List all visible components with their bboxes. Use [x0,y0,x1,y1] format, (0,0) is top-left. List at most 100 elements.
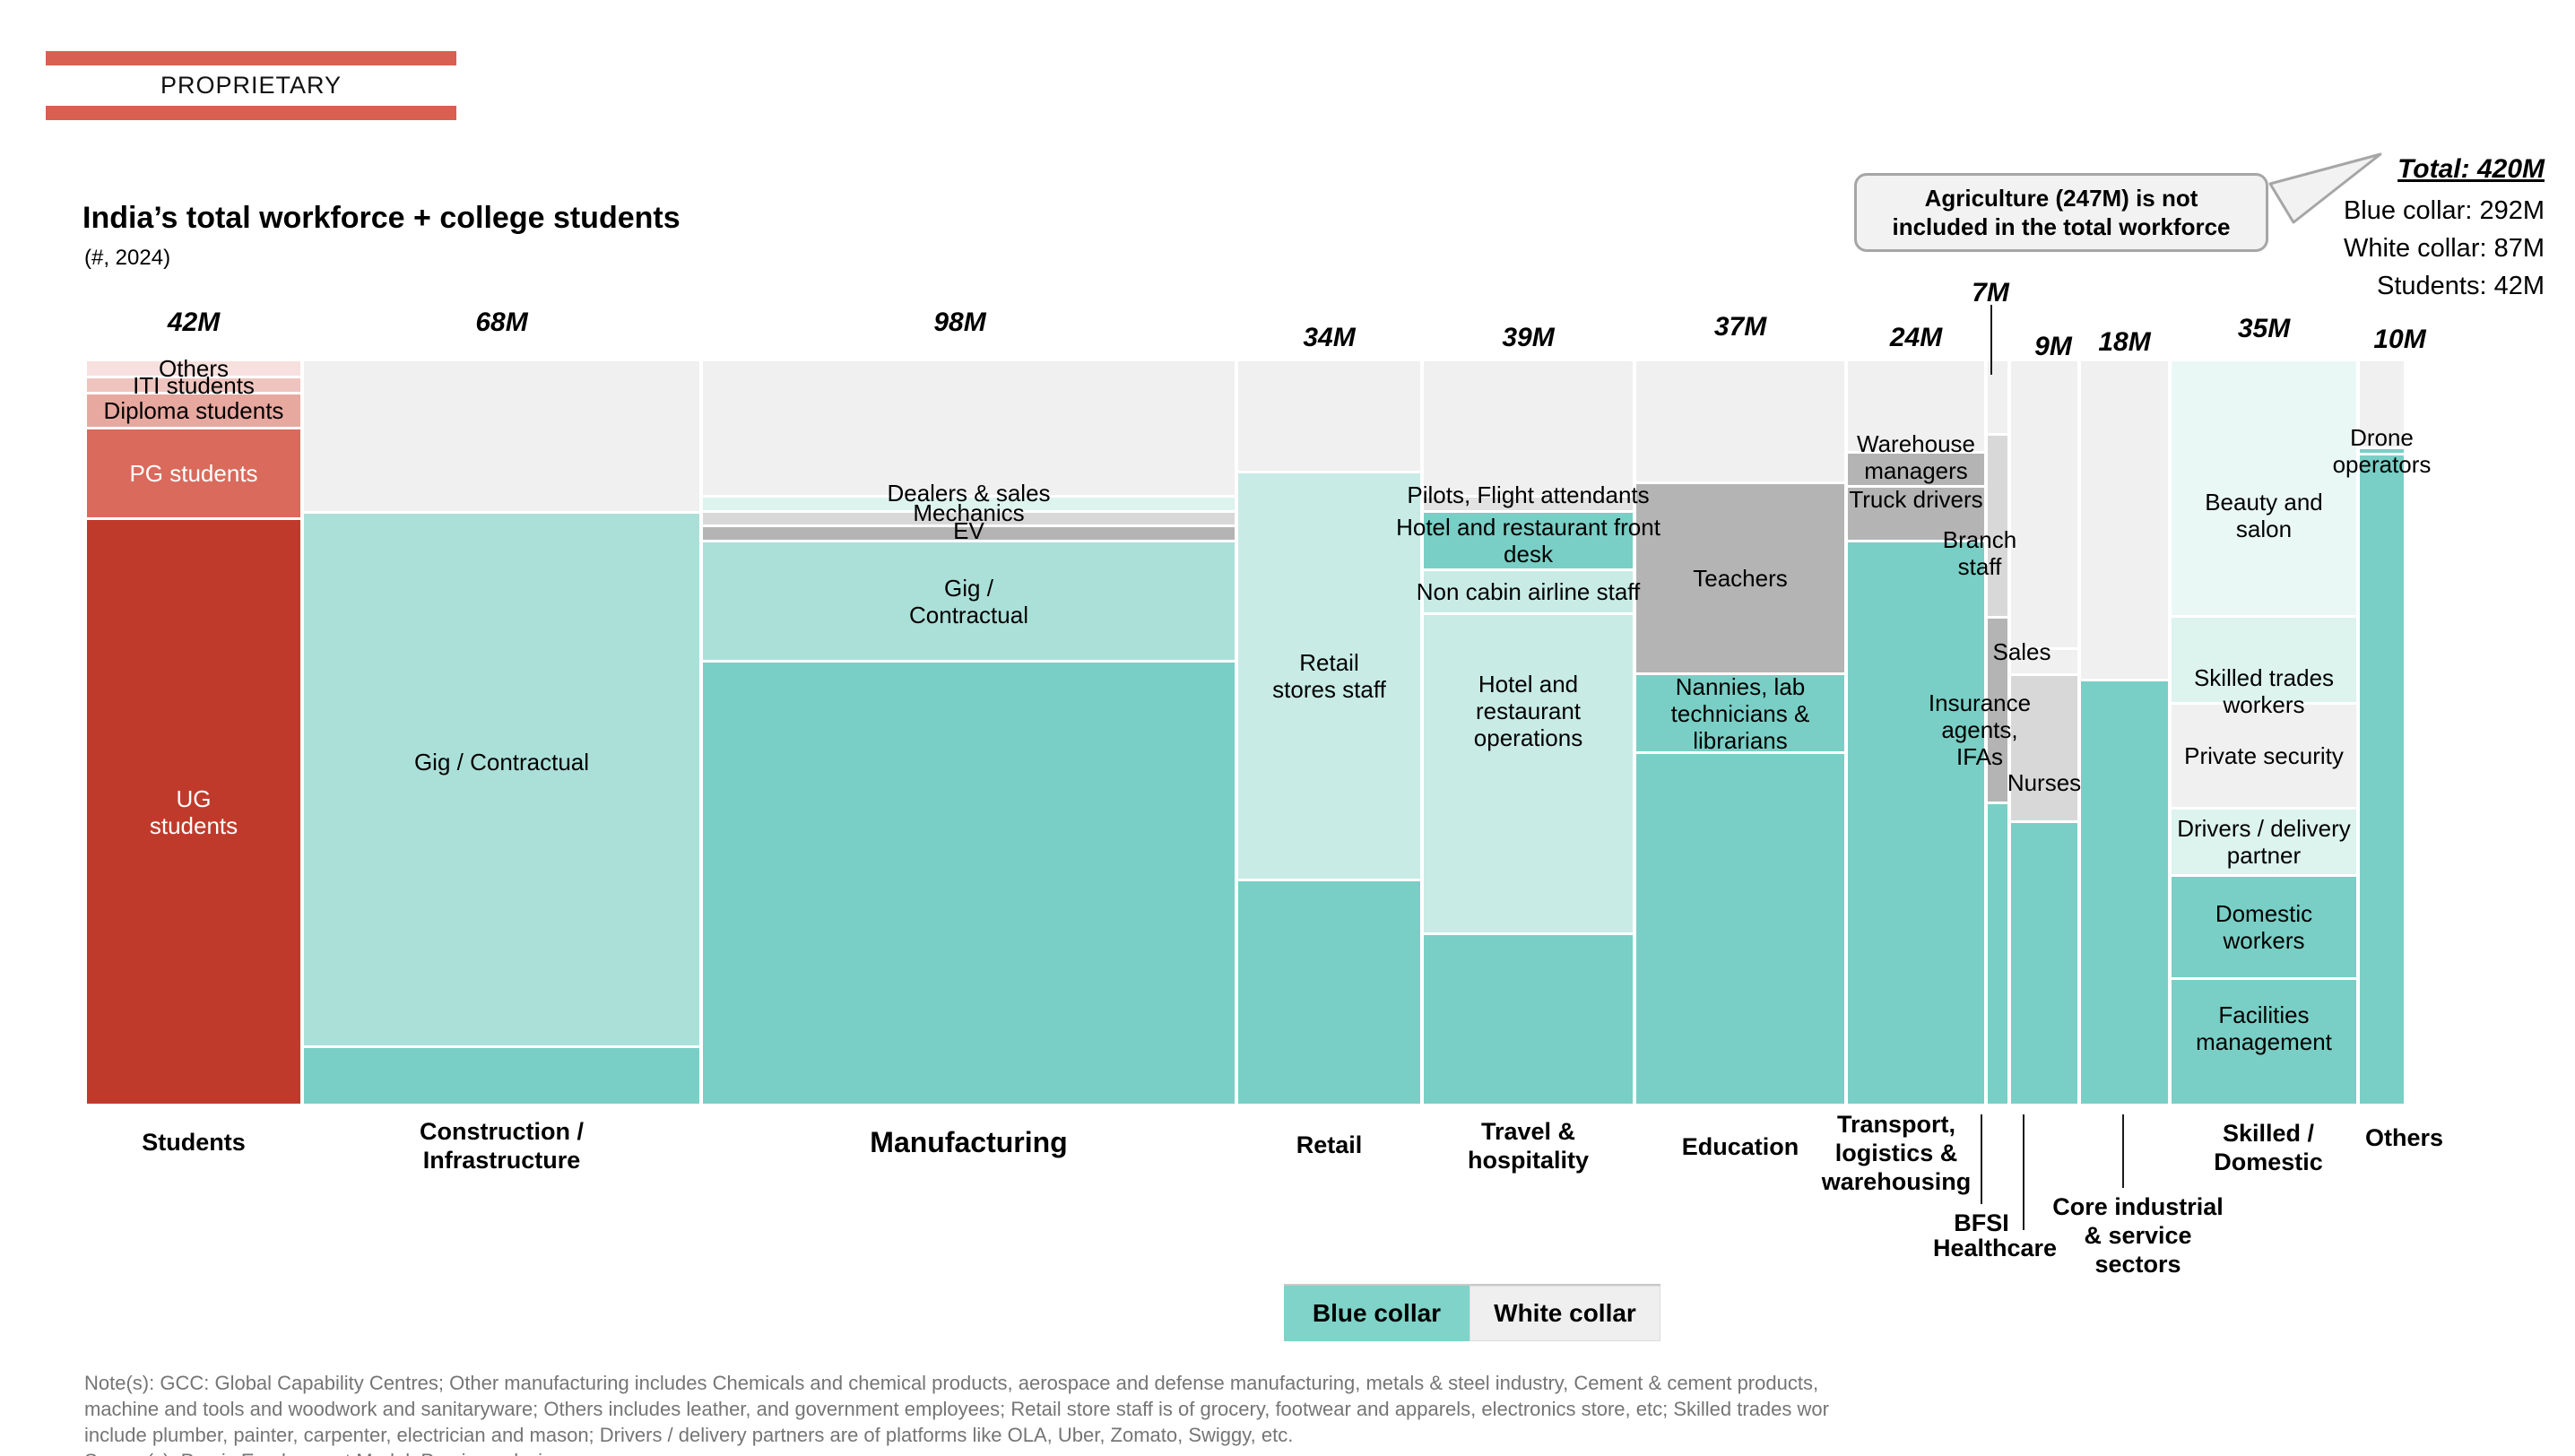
axis-label-students: Students [142,1129,246,1156]
mekko-segment-travel-non-cabin-airline-staff: Non cabin airline staff [1417,568,1640,612]
segment-label: Nannies, lab technicians & librarians [1670,672,1810,754]
segment-label: Skilled trades workers [2193,664,2335,718]
mekko-segment-travel-base-5 [1424,932,1633,1104]
mekko-segment-manufacturing-dealers-sales: Dealers & sales [703,480,1235,510]
mekko-segment-students-diploma-students: Diploma students [87,392,300,427]
segment-label: Others [158,355,230,382]
mekko-segment-bfsi-branch: Branch staff [1943,433,2016,616]
mekko-chart: Others ITI students Diploma students PG stu… [87,278,2444,1278]
mekko-column-construction: Gig / Contractual [304,361,699,1104]
mekko-segment-others-base-2 [2360,453,2404,1104]
axis-label-skilled-domestic: Skilled / Domestic [2214,1120,2323,1175]
mekko-segment-education-nannies-lab: Nannies, lab technicians & librarians [1636,672,1844,754]
mekko-segment-core-industrial-base-0 [2081,361,2168,679]
mekko-column-retail: Retail stores staff [1238,361,1420,1104]
mekko-segment-transport-base-0 [1848,361,1984,451]
leader-line [1981,1114,1982,1204]
segment-label: Teachers [1693,565,1788,592]
mekko-segment-core-industrial-base-1 [2081,679,2168,1104]
mekko-segment-travel-pilots-flight-attendants: Pilots, Flight attendants [1407,481,1650,510]
axis-label-core-industrial: Core industrial & service sectors [2052,1193,2224,1278]
segment-label: Private security [2184,742,2344,769]
segment-label: UG students [149,784,238,839]
axis-label-others: Others [2364,1124,2444,1151]
segment-label: Beauty and salon [2205,488,2323,542]
footnotes: Note(s): GCC: Global Capability Centres;… [84,1372,1829,1456]
column-value-travel: 39M [1502,323,1555,352]
segment-label: Gig / Contractual [413,748,590,776]
mekko-segment-skilled-domestic-skilled-trades: Skilled trades workers [2172,615,2356,718]
mekko-segment-students-iti-students: ITI students [87,372,300,399]
mekko-segment-skilled-domestic-facilities: Facilities management [2172,977,2356,1104]
mekko-segment-others-base-0 [2360,361,2404,446]
leader-line [1990,305,1992,375]
segment-label: Drone operators [2332,424,2432,478]
segment-label: Domestic workers [2215,900,2313,954]
segment-label: Sales [1992,638,2051,665]
mekko-segment-education-teachers: Teachers [1636,481,1844,672]
mekko-segment-bfsi-base-0 [1988,361,2007,433]
mekko-segment-travel-hotel-and: Hotel and restaurant operations [1424,612,1633,932]
mekko-segment-manufacturing-base-5 [703,660,1235,1104]
axis-label-manufacturing: Manufacturing [870,1126,1068,1158]
mekko-segment-students-pg-students: PG students [87,427,300,517]
mekko-column-transport: Warehouse managers Truck drivers [1848,361,1984,1104]
proprietary-label: PROPRIETARY [160,72,342,99]
column-value-transport: 24M [1889,323,1943,352]
mekko-segment-retail-base-2 [1238,879,1420,1104]
mekko-column-core-industrial [2081,361,2168,1104]
leader-line [2122,1114,2124,1188]
axis-label-construction: Construction / Infrastructure [420,1118,584,1174]
legend-white-collar: White collar [1470,1286,1660,1341]
column-value-education: 37M [1713,312,1767,342]
mekko-segment-transport-truck-drivers: Truck drivers [1848,485,1984,540]
mekko-column-students: Others ITI students Diploma students PG stu… [87,355,300,1104]
mekko-segment-manufacturing-base-0 [703,361,1235,495]
legend: Blue collar White collar [1284,1284,1660,1341]
column-value-students: 42M [167,308,221,337]
mekko-segment-education-base-0 [1636,361,1844,481]
mekko-segment-travel-hotel-and-restaurant-front: Hotel and restaurant front desk [1396,510,1660,568]
axis-label-healthcare: Healthcare [1932,1235,2058,1261]
mekko-column-education: Teachers Nannies, lab technicians & libra… [1636,361,1844,1104]
mekko-column-manufacturing: Dealers & sales Mechanics EV Gig / Contract… [703,361,1235,1104]
segment-label: PG students [129,460,258,487]
mekko-segment-skilled-domestic-drivers-delivery: Drivers / delivery partner [2172,807,2356,874]
page-subtitle: (#, 2024) [84,246,171,270]
mekko-segment-bfsi-sales: Sales [1988,616,2051,802]
mekko-segment-manufacturing-mechanics: Mechanics [703,499,1235,526]
mekko-segment-healthcare-base-0 [2011,361,2077,647]
mekko-column-travel: Pilots, Flight attendants Hotel and resta… [1396,361,1660,1104]
segment-label: Nurses [2007,768,2082,796]
mekko-segment-education-base-3 [1636,751,1844,1104]
mekko-segment-retail-retail: Retail stores staff [1238,471,1420,879]
segment-label: Warehouse managers [1857,429,1975,484]
page-title: India’s total workforce + college studen… [82,201,681,235]
segment-label: Drivers / delivery partner [2177,815,2351,869]
axis-label-education: Education [1681,1133,1799,1160]
segment-label: EV [953,517,984,544]
proprietary-stamp: PROPRIETARY [46,51,456,120]
proprietary-bottom-bar [46,106,456,120]
mekko-segment-bfsi-insurance: Insurance agents, IFAs [1929,689,2031,1104]
segment-label: Non cabin airline staff [1416,578,1641,605]
segment-label: Retail stores staff [1272,649,1386,703]
mekko-column-healthcare: Nurses [2007,361,2081,1104]
column-value-skilled-domestic: 35M [2237,314,2291,343]
column-value-construction: 68M [475,308,528,337]
mekko-segment-manufacturing-gig: Gig / Contractual [703,540,1235,660]
mekko-segment-healthcare-base-3 [2011,820,2077,1104]
segment-label: Gig / Contractual [909,574,1028,628]
mekko-column-others: Drone operators [2333,361,2431,1104]
axis-label-retail: Retail [1296,1131,1363,1158]
callout-tail [2268,152,2382,224]
total-white-collar: White collar: 87M [2343,234,2545,263]
mekko-segment-construction-gig-contractual: Gig / Contractual [304,511,699,1045]
mekko-column-skilled-domestic: Beauty and salon Skilled trades workers Pr… [2172,361,2356,1104]
mekko-segment-manufacturing-ev: EV [703,517,1235,544]
leader-line [2023,1114,2024,1230]
mekko-segment-students-others: Others [87,355,300,382]
proprietary-top-bar [46,51,456,65]
column-value-others: 10M [2373,325,2426,354]
total-students: Students: 42M [2377,272,2545,300]
